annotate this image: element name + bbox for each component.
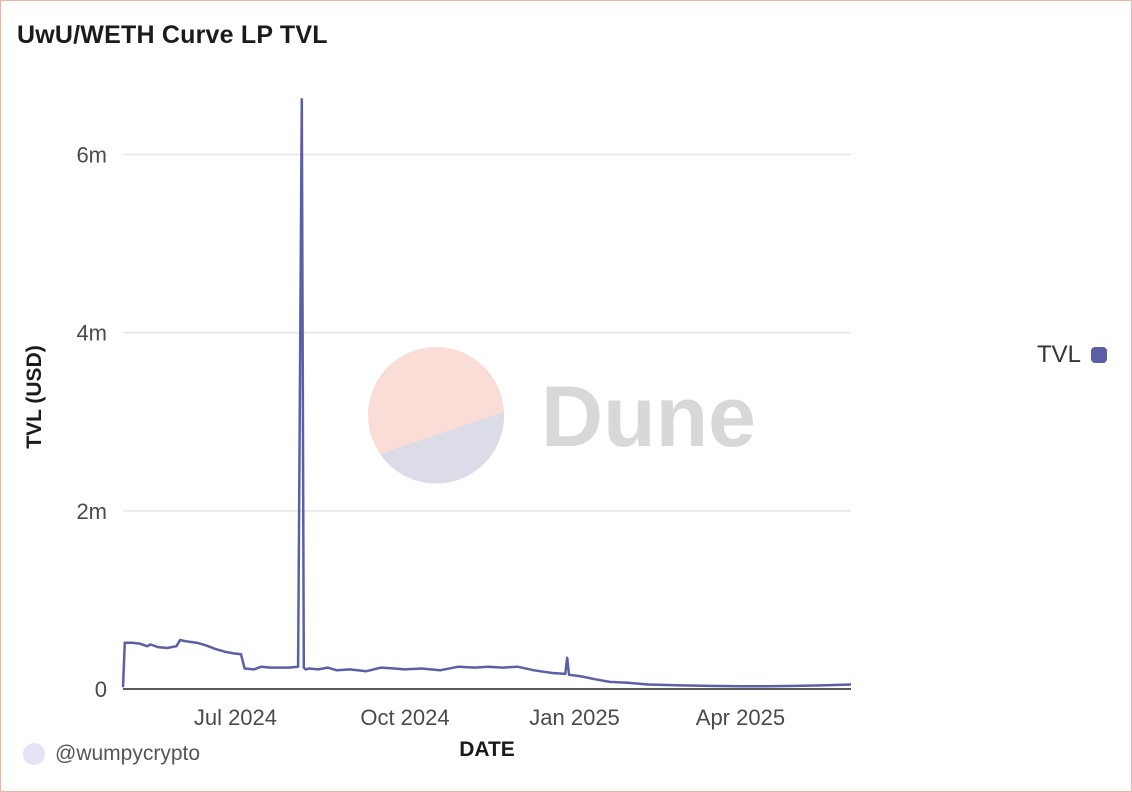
x-axis-title: DATE xyxy=(459,738,515,761)
watermark-text: Dune xyxy=(541,369,756,465)
x-tick-label: Oct 2024 xyxy=(360,705,449,730)
x-tick-label: Jan 2025 xyxy=(529,705,620,730)
x-tick-label: Jul 2024 xyxy=(194,705,277,730)
y-tick-label: 2m xyxy=(76,499,107,524)
series-line-tvl xyxy=(121,97,852,688)
watermark-logo-bottom xyxy=(380,412,505,484)
y-tick-label: 0 xyxy=(95,677,107,702)
y-axis-title: TVL (USD) xyxy=(23,345,46,448)
series-layer xyxy=(121,97,852,688)
x-axis-ticks: Jul 2024 Oct 2024 Jan 2025 Apr 2025 xyxy=(194,705,785,730)
chart-title: UwU/WETH Curve LP TVL xyxy=(17,21,328,49)
dune-watermark: Dune xyxy=(368,347,756,484)
legend-label-tvl: TVL xyxy=(1037,341,1082,368)
attribution-handle: @wumpycrypto xyxy=(55,742,201,765)
attribution[interactable]: @wumpycrypto xyxy=(23,742,200,766)
legend[interactable]: TVL xyxy=(1037,341,1108,369)
y-axis-ticks: 0 2m 4m 6m xyxy=(76,142,107,702)
x-tick-label: Apr 2025 xyxy=(696,705,785,730)
y-tick-label: 6m xyxy=(76,142,107,167)
gridlines xyxy=(123,153,851,512)
legend-swatch-tvl xyxy=(1091,347,1108,363)
avatar xyxy=(23,743,45,765)
y-tick-label: 4m xyxy=(76,321,107,346)
